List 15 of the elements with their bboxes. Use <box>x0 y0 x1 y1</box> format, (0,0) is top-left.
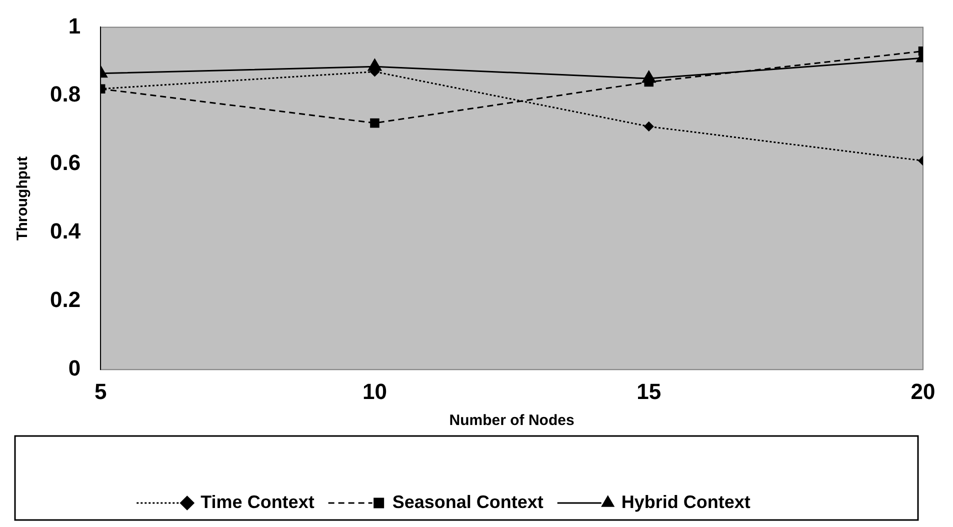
legend-label: Hybrid Context <box>621 492 750 512</box>
y-axis-title: Throughput <box>14 156 32 240</box>
y-tick-label: 0.2 <box>50 287 81 312</box>
y-tick-label: 0.8 <box>50 82 81 107</box>
x-axis-title: Number of Nodes <box>449 412 574 430</box>
y-tick-label: 0.4 <box>50 218 82 244</box>
x-tick-label: 20 <box>910 378 936 404</box>
x-tick-label: 5 <box>94 378 107 404</box>
legend-label: Time Context <box>200 492 314 512</box>
x-tick-label: 10 <box>362 378 387 404</box>
x-tick-label: 15 <box>636 378 662 404</box>
y-tick-label: 0.6 <box>50 150 81 176</box>
y-tick-label: 0 <box>68 356 81 381</box>
legend-label: Seasonal Context <box>392 492 544 512</box>
y-tick-label: 1 <box>68 13 81 38</box>
